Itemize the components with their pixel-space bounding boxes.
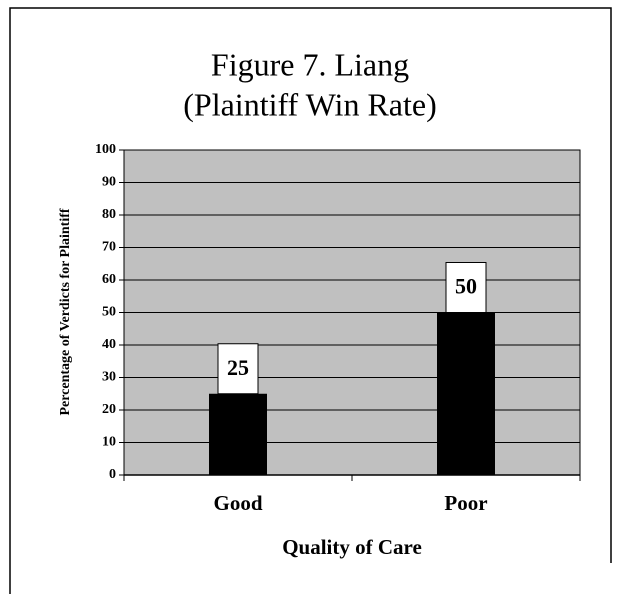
y-tick-label: 10 <box>102 435 116 450</box>
x-axis-label: Quality of Care <box>282 535 422 559</box>
value-label-box <box>217 343 259 395</box>
y-tick-label: 90 <box>102 175 116 190</box>
value-label: 25 <box>227 355 249 380</box>
bar <box>437 312 495 475</box>
x-tick-label: Good <box>213 491 262 515</box>
bar <box>209 393 267 475</box>
x-tick-label: Poor <box>444 491 487 515</box>
y-tick-label: 50 <box>102 305 116 320</box>
frame <box>9 7 612 594</box>
y-axis-label: Percentage of Verdicts for Plaintiff <box>58 208 73 415</box>
y-tick-label: 80 <box>102 207 116 222</box>
chart-title: (Plaintiff Win Rate) <box>183 86 436 122</box>
y-tick-label: 30 <box>102 370 116 385</box>
y-tick-label: 70 <box>102 240 116 255</box>
y-tick-label: 0 <box>109 467 116 482</box>
value-label: 50 <box>455 274 477 299</box>
y-tick-label: 20 <box>102 402 116 417</box>
y-tick-label: 60 <box>102 272 116 287</box>
y-tick-label: 40 <box>102 337 116 352</box>
value-label-box <box>445 262 487 313</box>
y-tick-label: 100 <box>95 142 116 157</box>
chart-title: Figure 7. Liang <box>211 46 409 82</box>
